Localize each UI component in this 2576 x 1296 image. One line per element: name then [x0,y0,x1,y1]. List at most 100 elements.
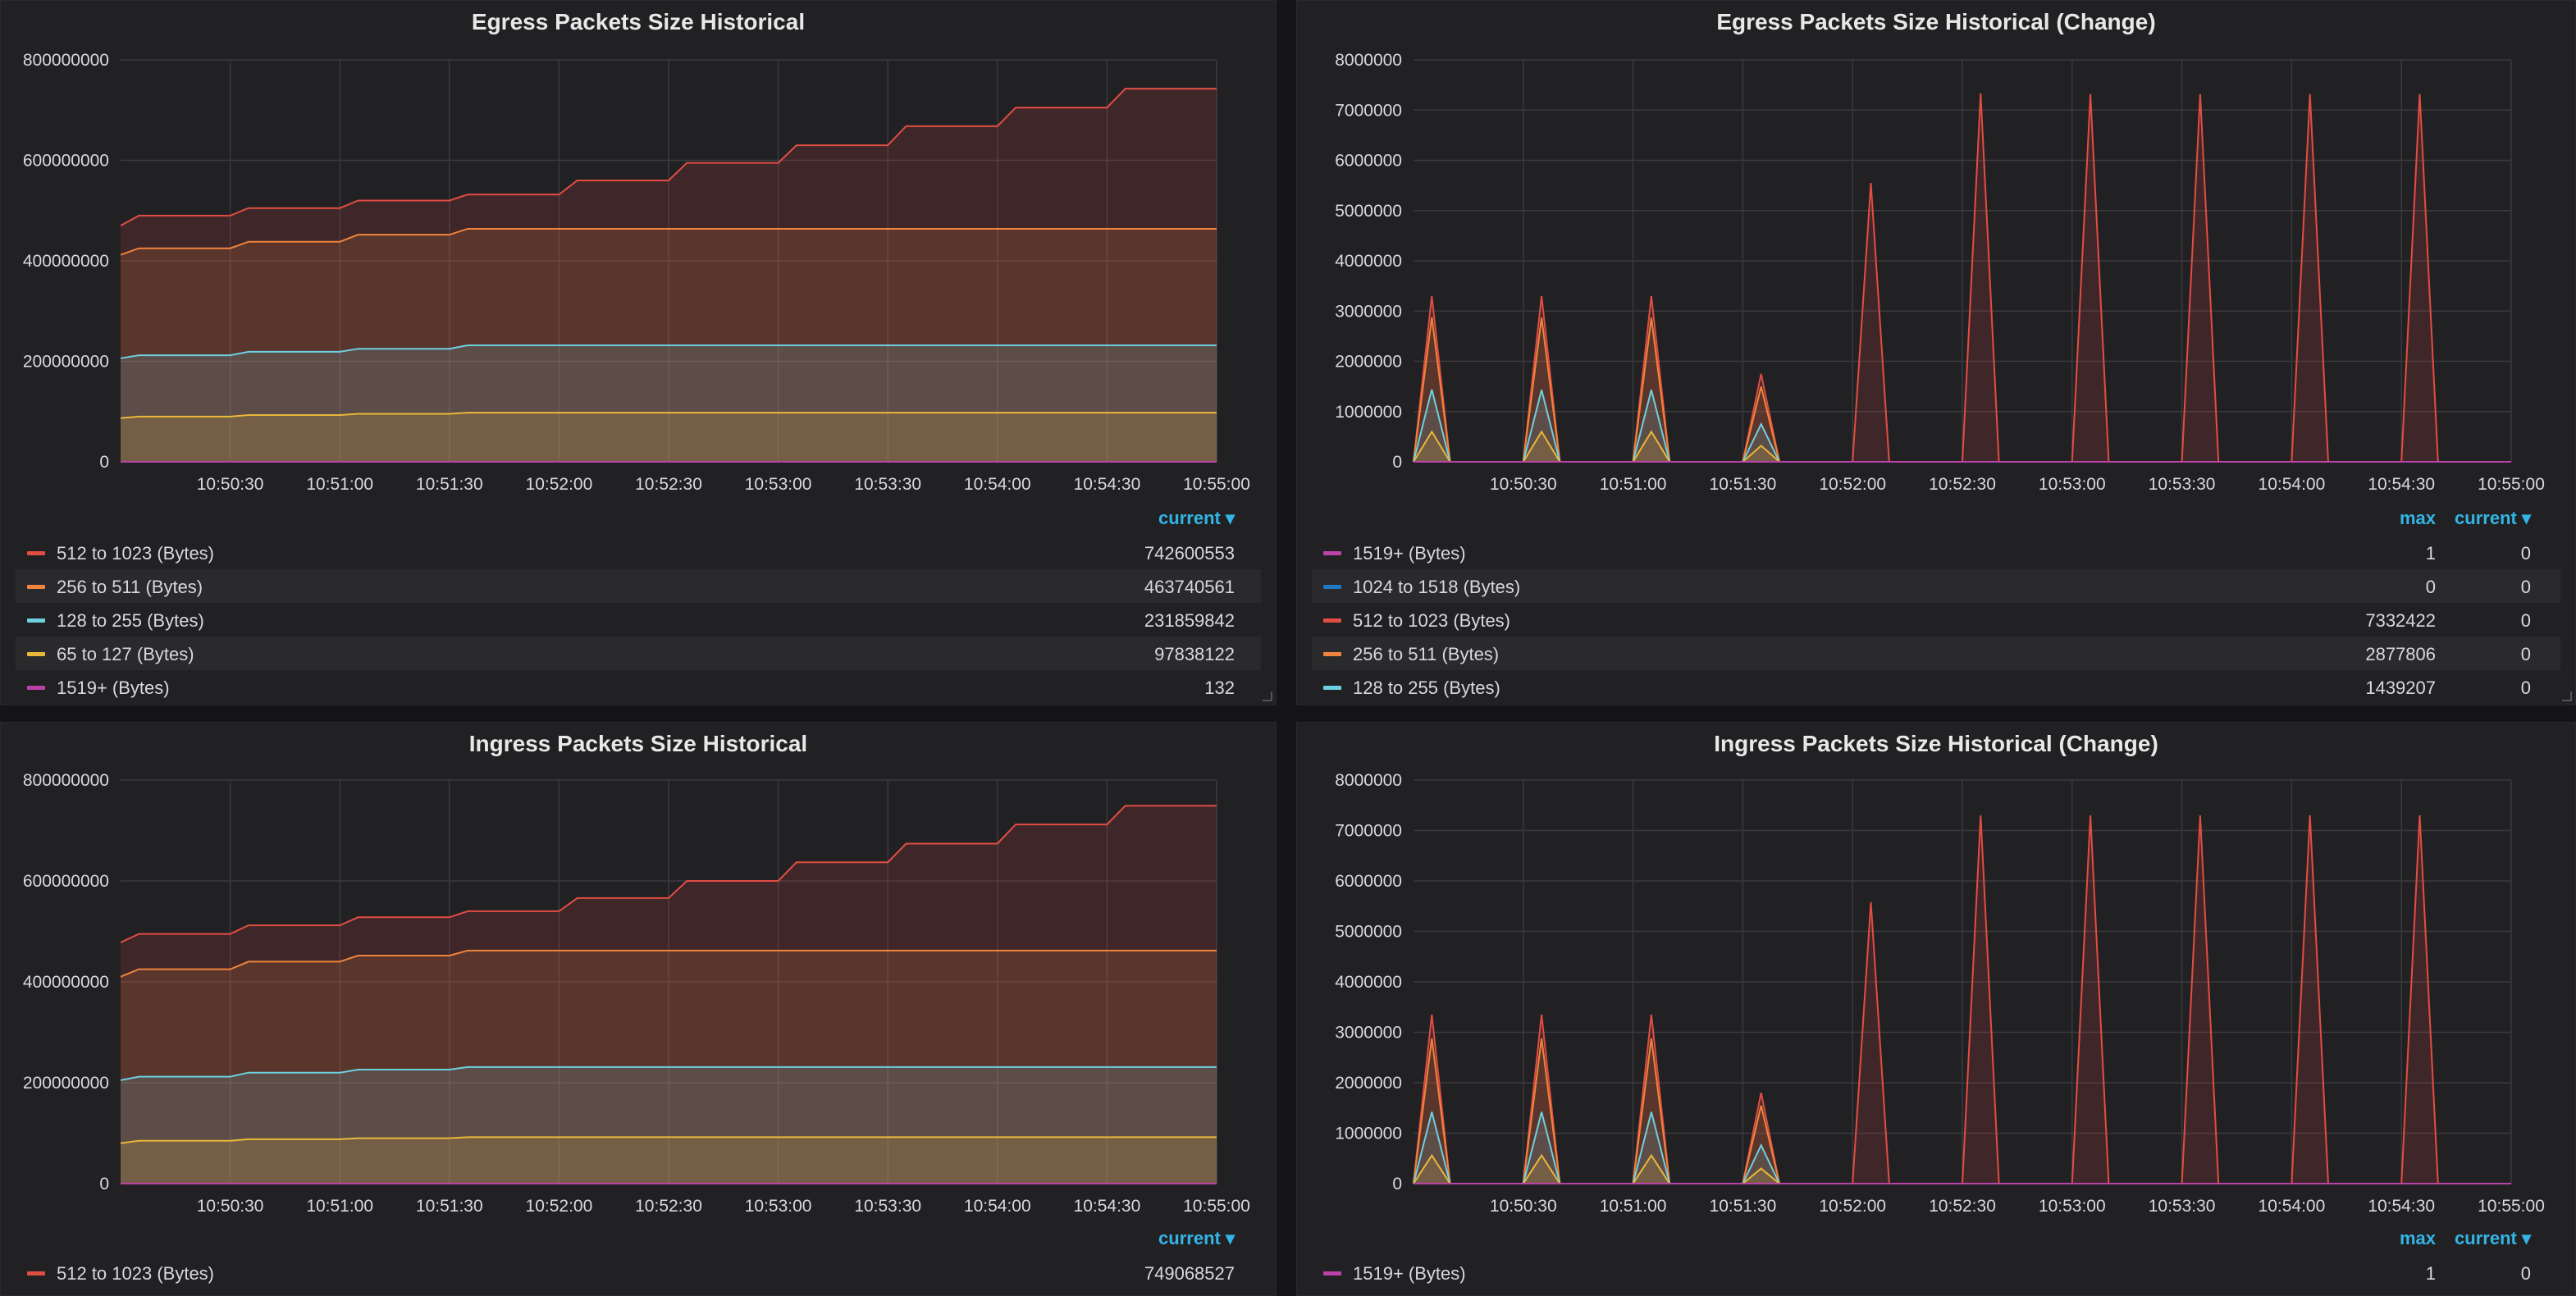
panel-egress-historical: Egress Packets Size Historical 0 20000000… [0,0,1277,705]
chart-ingress-change[interactable]: 0 1000000 2000000 3000000 4000000 5000000 6000… [1297,723,2576,1215]
series-line [120,412,1217,419]
legend-row[interactable]: 256 to 511 (Bytes) 463740561 [16,569,1261,603]
legend-value: 97838122 [1154,644,1235,664]
legend-row[interactable]: 65 to 127 (Bytes) 97838122 [16,637,1261,670]
y-tick-label: 3000000 [1335,302,1402,321]
panel-title[interactable]: Egress Packets Size Historical [471,9,806,34]
legend-color-swatch[interactable] [27,1271,45,1275]
x-tick-label: 10:53:30 [854,1197,921,1215]
legend-value: 1 [2425,543,2436,564]
legend-value: 463740561 [1144,577,1235,597]
y-tick-label: 5000000 [1335,923,1402,942]
x-tick-label: 10:54:30 [1074,1197,1141,1215]
y-tick-label: 6000000 [1335,152,1402,171]
panel-title[interactable]: Ingress Packets Size Historical (Change) [1714,731,2158,756]
legend-series-label[interactable]: 1519+ (Bytes) [57,678,170,698]
series-area [121,805,1217,1184]
y-tick-label: 200000000 [23,1074,109,1093]
x-tick-label: 10:54:30 [2368,1197,2435,1215]
y-tick-label: 5000000 [1335,202,1402,221]
y-tick-label: 7000000 [1335,822,1402,841]
resize-handle[interactable] [2562,691,2572,701]
chart-ingress-historical[interactable]: 0 200000000 400000000 600000000 800000000 10:… [1,723,1277,1215]
panel-title[interactable]: Ingress Packets Size Historical [468,731,808,756]
legend-row[interactable]: 128 to 255 (Bytes) 231859842 [16,603,1261,637]
x-tick-label: 10:52:00 [526,1197,593,1215]
legend-row[interactable]: 128 to 255 (Bytes) 1439207 0 [1312,670,2560,704]
y-tick-label: 600000000 [23,152,109,171]
legend-series-label[interactable]: 512 to 1023 (Bytes) [57,543,215,564]
legend-color-swatch[interactable] [27,618,45,623]
legend-value: 1 [2425,1263,2436,1284]
legend-color-swatch[interactable] [1323,551,1341,555]
legend-row[interactable]: 512 to 1023 (Bytes) 749068527 [16,1256,1261,1289]
legend-header: current ▾ [1,1228,1276,1256]
x-tick-label: 10:52:00 [526,475,593,493]
sort-column-current[interactable]: current ▾ [1158,508,1235,528]
legend-series-label[interactable]: 1519+ (Bytes) [1353,1263,1466,1284]
legend-color-swatch[interactable] [27,686,45,690]
legend-series-label[interactable]: 65 to 127 (Bytes) [57,644,194,664]
y-tick-label: 6000000 [1335,872,1402,891]
x-tick-label: 10:51:30 [416,475,483,493]
y-tick-label: 200000000 [23,353,109,372]
x-tick-label: 10:50:30 [197,475,264,493]
legend-value: 7332422 [2365,610,2436,631]
legend-header: current ▾ [1,508,1276,536]
x-tick-label: 10:54:00 [2259,475,2326,493]
legend-row[interactable]: 1024 to 1518 (Bytes) 0 0 [1312,569,2560,603]
series-line [120,949,1217,978]
legend-value: 742600553 [1144,543,1235,564]
resize-handle[interactable] [1263,691,1272,701]
legend-color-swatch[interactable] [1323,585,1341,589]
legend-series-label[interactable]: 1024 to 1518 (Bytes) [1353,577,1521,597]
sort-column-current[interactable]: current ▾ [2455,508,2531,528]
legend-row[interactable]: 512 to 1023 (Bytes) 742600553 [16,536,1261,569]
legend-series-label[interactable]: 256 to 511 (Bytes) [1353,644,1500,664]
x-tick-label: 10:54:00 [964,475,1031,493]
x-tick-label: 10:51:30 [1710,1197,1777,1215]
series-line [120,88,1217,227]
y-tick-label: 0 [99,1175,109,1193]
x-tick-label: 10:51:00 [306,475,373,493]
legend-color-swatch[interactable] [27,652,45,656]
legend-series-label[interactable]: 512 to 1023 (Bytes) [57,1263,215,1284]
sort-column-current[interactable]: current ▾ [2455,1228,2531,1248]
panel-title[interactable]: Egress Packets Size Historical (Change) [1716,9,2156,34]
legend-color-swatch[interactable] [27,551,45,555]
chart-egress-historical[interactable]: 0 200000000 400000000 600000000 800000000 10:… [1,1,1277,493]
chart-egress-change[interactable]: 0 1000000 2000000 3000000 4000000 5000000 6000… [1297,1,2576,493]
legend-row[interactable]: 1519+ (Bytes) 1 0 [1312,536,2560,569]
legend-color-swatch[interactable] [1323,686,1341,690]
legend-color-swatch[interactable] [1323,652,1341,656]
y-tick-label: 2000000 [1335,353,1402,372]
x-tick-label: 10:51:00 [1600,1197,1667,1215]
legend-series-label[interactable]: 128 to 255 (Bytes) [1353,678,1500,698]
series-line [120,805,1217,943]
x-tick-label: 10:53:00 [745,475,812,493]
legend-row[interactable]: 1519+ (Bytes) 132 [16,670,1261,704]
sort-column-current[interactable]: current ▾ [1158,1228,1235,1248]
x-tick-label: 10:50:30 [1490,1197,1557,1215]
legend-row[interactable]: 1519+ (Bytes) 1 0 [1312,1256,2560,1289]
legend-row[interactable]: 512 to 1023 (Bytes) 7332422 0 [1312,603,2560,637]
legend-color-swatch[interactable] [27,585,45,589]
sort-column-max[interactable]: max [2399,508,2436,528]
legend-series-label[interactable]: 128 to 255 (Bytes) [57,610,204,631]
sort-column-max[interactable]: max [2399,1228,2436,1248]
y-tick-label: 3000000 [1335,1024,1402,1043]
legend-series-label[interactable]: 256 to 511 (Bytes) [57,577,203,597]
legend-color-swatch[interactable] [1323,618,1341,623]
y-tick-label: 7000000 [1335,101,1402,120]
legend-color-swatch[interactable] [1323,1271,1341,1275]
panel-ingress-historical: Ingress Packets Size Historical 0 2000000… [0,722,1277,1296]
legend-row[interactable]: 256 to 511 (Bytes) 2877806 0 [1312,637,2560,670]
x-tick-label: 10:54:00 [964,1197,1031,1215]
y-tick-label: 400000000 [23,973,109,992]
legend-series-label[interactable]: 512 to 1023 (Bytes) [1353,610,1511,631]
legend-value: 0 [2520,577,2531,597]
y-tick-label: 0 [99,453,109,472]
series-area [121,413,1217,462]
y-tick-label: 1000000 [1335,1125,1402,1143]
legend-series-label[interactable]: 1519+ (Bytes) [1353,543,1466,564]
